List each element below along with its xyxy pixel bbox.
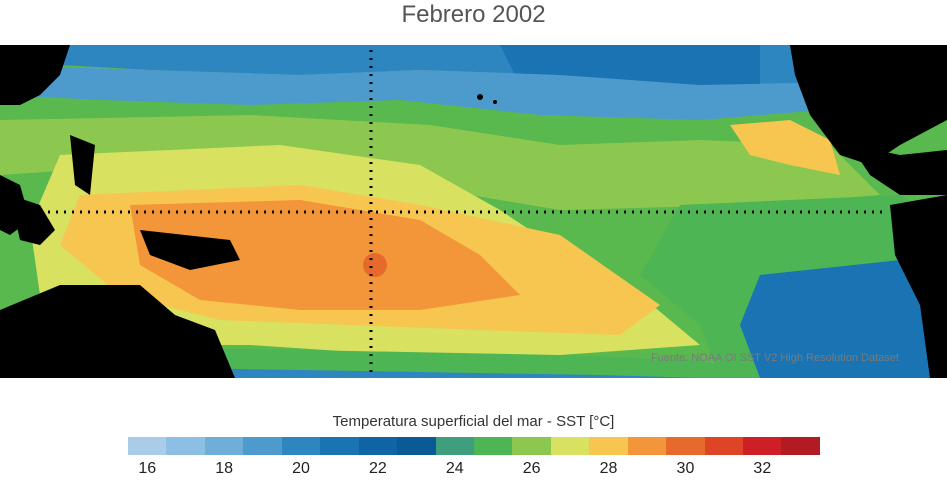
colorbar-swatch xyxy=(397,437,436,455)
colorbar-swatch xyxy=(704,437,743,455)
colorbar-swatch xyxy=(627,437,667,455)
colorbar-swatch xyxy=(320,437,359,455)
central-america-landmass xyxy=(850,145,947,195)
colorbar-tick-label: 26 xyxy=(522,460,541,477)
asia-landmass xyxy=(0,45,70,105)
hot-spot xyxy=(363,253,387,277)
colorbar-tick-label: 28 xyxy=(599,460,618,477)
north-america-landmass xyxy=(790,45,947,165)
band-southeast-cold xyxy=(740,260,947,378)
colorbar-tick-label: 20 xyxy=(292,460,310,477)
colorbar-swatch xyxy=(550,437,590,455)
colorbar-swatch xyxy=(281,437,321,455)
colorbar-tick-label: 30 xyxy=(676,460,695,477)
philippines-landmass xyxy=(70,135,95,195)
colorbar-title: Temperatura superficial del mar - SST [°… xyxy=(332,413,615,430)
south-america-landmass xyxy=(890,195,947,378)
colorbar-swatch xyxy=(473,437,513,455)
colorbar-swatch xyxy=(435,437,474,455)
band-central-america-warm xyxy=(730,120,840,175)
colorbar-swatch xyxy=(589,437,628,455)
colorbar-swatch xyxy=(781,437,820,455)
colorbar-swatch xyxy=(666,437,705,455)
colorbar-swatch xyxy=(128,437,167,455)
colorbar-swatch xyxy=(358,437,398,455)
new-guinea-landmass xyxy=(140,230,240,270)
colorbar-tick-label: 24 xyxy=(445,460,464,477)
sst-map: Fuente: NOAA OI SST V2 High Resolution D… xyxy=(0,45,947,378)
colorbar-tick-label: 22 xyxy=(368,460,387,477)
colorbar-tick-label: 18 xyxy=(215,460,234,477)
australia-landmass xyxy=(0,285,235,378)
band-north-warm xyxy=(0,115,880,210)
map-title: Febrero 2002 xyxy=(401,1,546,28)
hawaii-islands-small xyxy=(493,100,497,104)
colorbar xyxy=(128,437,820,455)
hawaii-islands xyxy=(477,94,483,100)
source-note: Fuente: NOAA OI SST V2 High Resolution D… xyxy=(650,352,899,364)
colorbar-swatch xyxy=(166,437,205,455)
colorbar-ticks: 16 18 20 22 24 26 28 30 32 xyxy=(0,460,947,480)
band-hot-pool xyxy=(130,200,520,310)
band-north-mid xyxy=(0,65,947,120)
colorbar-swatch xyxy=(243,437,282,455)
borneo-landmass xyxy=(10,195,55,245)
colorbar-tick-label: 32 xyxy=(753,460,772,477)
colorbar-swatch xyxy=(512,437,551,455)
colorbar-tick-label: 16 xyxy=(138,460,157,477)
colorbar-swatch xyxy=(743,437,782,455)
sst-map-canvas xyxy=(0,45,947,378)
colorbar-swatch xyxy=(204,437,244,455)
